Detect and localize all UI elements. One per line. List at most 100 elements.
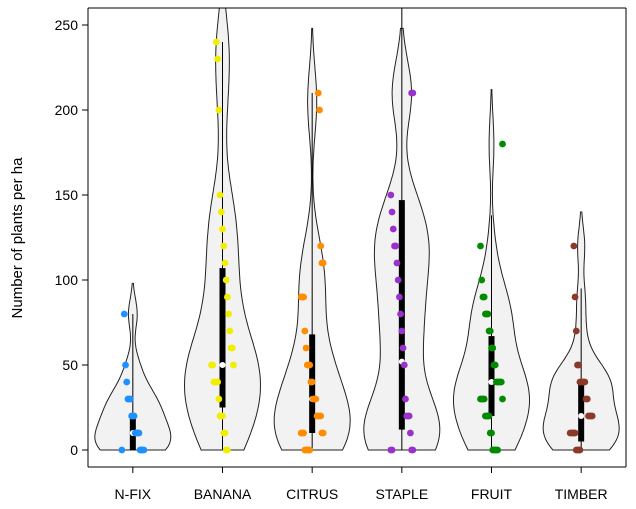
y-tick-label: 100 [55,272,79,288]
data-point [403,412,411,420]
data-point [492,378,500,386]
data-point [303,361,311,369]
data-point [388,208,396,216]
data-point [485,327,493,335]
y-tick-label: 250 [55,17,79,33]
x-tick-label: BANANA [194,486,252,502]
data-point [122,361,129,369]
points-layer [118,38,596,454]
data-point [490,361,498,369]
data-point [576,378,584,386]
data-point [215,395,223,403]
data-point [230,361,237,369]
box-fruit [488,336,495,416]
data-point [389,225,397,233]
data-point [481,310,489,318]
axes-layer: 0 50 100 150 200 250 N-FIX BANANA CITRUS STAPLE FR… [55,7,627,502]
data-point [223,293,231,301]
data-point [131,429,139,437]
data-point [479,293,487,301]
data-point [216,412,224,420]
data-point [585,412,592,420]
data-point [226,327,234,335]
data-point [210,378,218,386]
data-point [124,395,132,403]
data-point [301,446,309,454]
x-tick-label: STAPLE [376,486,429,502]
data-point [481,412,489,420]
y-tick-label: 50 [62,357,78,373]
data-point [120,310,128,318]
data-point [302,344,310,352]
data-point [307,378,315,386]
violins-layer [94,7,620,451]
data-point [212,38,220,46]
data-point [499,140,506,148]
data-point [387,446,395,454]
data-point [217,208,225,216]
data-point [406,429,414,437]
data-point [227,344,235,352]
median-timber [578,413,585,419]
data-point [566,429,574,437]
x-tick-label: CITRUS [286,486,338,502]
data-point [478,276,486,284]
data-point [400,361,408,369]
data-point [216,191,224,199]
data-point [316,106,323,114]
data-point [301,327,309,335]
data-point [222,276,230,284]
data-point [314,89,322,97]
data-point [486,429,494,437]
data-point [222,446,230,454]
data-point [220,429,228,437]
data-point [219,225,226,233]
data-point [387,191,395,199]
data-point [118,446,126,454]
data-point [571,293,579,301]
data-point [214,55,222,63]
data-point [408,89,416,97]
data-point [220,242,228,250]
median-fruit [488,379,495,385]
data-point [225,310,233,318]
data-point [574,361,581,369]
data-point [313,412,321,420]
data-point [309,395,317,403]
data-point [318,259,326,267]
data-point [221,259,229,267]
box-banana [219,268,226,408]
y-tick-label: 150 [55,187,79,203]
data-point [318,429,326,437]
data-point [297,293,305,301]
data-point [570,242,578,250]
data-point [123,378,131,386]
data-point [489,446,497,454]
data-point [391,242,398,250]
y-tick-label: 200 [55,102,79,118]
data-point [399,344,407,352]
x-tick-label: TIMBER [555,486,608,502]
data-point [297,429,305,437]
data-point [394,276,402,284]
data-point [488,344,495,352]
data-point [499,395,506,403]
data-point [215,106,223,114]
data-point [582,395,590,403]
median-banana [219,362,226,368]
data-point [402,395,409,403]
data-point [572,327,580,335]
data-point [397,310,405,318]
data-point [408,446,416,454]
data-point [398,327,406,335]
data-point [136,446,144,454]
data-point [393,259,401,267]
data-point [128,412,136,420]
x-tick-label: N-FIX [115,486,152,502]
data-point [317,242,325,250]
data-point [395,293,403,301]
data-point [477,242,484,250]
data-point [208,361,215,369]
x-tick-label: FRUIT [471,486,513,502]
